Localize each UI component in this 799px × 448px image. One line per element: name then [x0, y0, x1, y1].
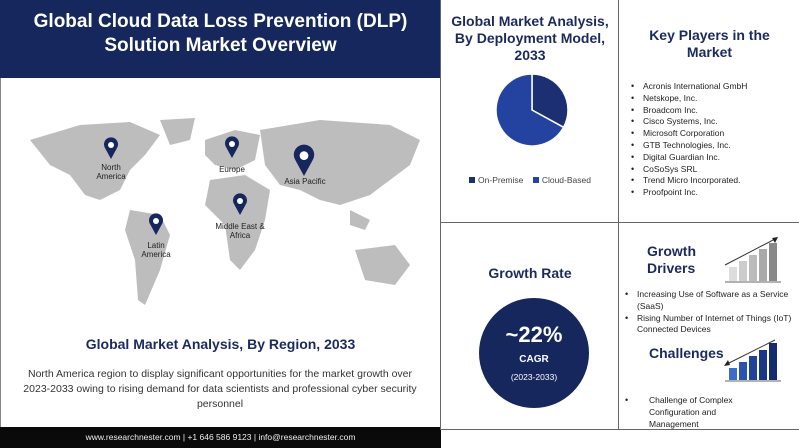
player-item: GTB Technologies, Inc. — [625, 140, 799, 152]
drivers-list: Increasing Use of Software as a Service … — [619, 289, 799, 336]
drivers-panel: Growth Drivers Increasing Use of Softwar… — [618, 222, 799, 430]
cagr-label: CAGR — [519, 354, 549, 365]
pin-label: Europe — [219, 165, 245, 174]
player-item: Proofpoint Inc. — [625, 187, 799, 199]
challenges-title: Challenges — [649, 345, 724, 361]
challenges-list: Challenge of Complex Configuration and M… — [619, 395, 759, 430]
player-item: Acronis International GmbH — [625, 81, 799, 93]
region-title: Global Market Analysis, By Region, 2033 — [85, 336, 356, 352]
location-pin-icon — [293, 144, 315, 176]
pie-slice-cloud-based — [495, 73, 565, 147]
deployment-title: Global Market Analysis, By Deployment Mo… — [451, 13, 609, 63]
chart-legend: On-Premise Cloud-Based — [441, 175, 619, 185]
legend-label: On-Premise — [478, 175, 524, 185]
location-pin-icon — [149, 213, 163, 235]
players-list: Acronis International GmbHNetskope, Inc.… — [625, 81, 799, 199]
key-players-panel: Key Players in the Market Acronis Intern… — [618, 0, 799, 224]
pin-label: North America — [96, 163, 126, 181]
region-text: North America region to display signific… — [23, 368, 417, 410]
driver-item: Rising Number of Internet of Things (IoT… — [619, 313, 799, 337]
growth-chart-icon — [724, 237, 781, 283]
cagr-period: (2023-2033) — [510, 372, 558, 382]
deployment-panel: Global Market Analysis, By Deployment Mo… — [440, 0, 620, 224]
challenge-item: Challenge of Complex Configuration and M… — [619, 395, 759, 430]
player-item: Digital Guardian Inc. — [625, 152, 799, 164]
pin-label: Middle East & Africa — [215, 222, 265, 240]
legend-label: Cloud-Based — [541, 175, 591, 185]
decline-chart-icon — [724, 339, 781, 382]
legend-swatch — [532, 177, 539, 183]
pie-slice-on-premise — [531, 73, 569, 129]
title-band — [0, 0, 441, 78]
players-title: Key Players in the Market — [649, 27, 770, 60]
player-item: CoSoSys SRL — [625, 164, 799, 176]
player-item: Microsoft Corporation — [625, 128, 799, 140]
growth-title: Growth Rate — [488, 265, 572, 281]
world-map — [30, 118, 420, 305]
region-panel — [0, 78, 441, 428]
page-title: Global Cloud Data Loss Prevention (DLP) … — [33, 11, 408, 56]
pie-chart — [495, 73, 569, 147]
drivers-title: Growth Drivers — [647, 243, 696, 276]
player-item: Cisco Systems, Inc. — [625, 116, 799, 128]
pin-label: Latin America — [141, 241, 171, 259]
player-item: Netskope, Inc. — [625, 93, 799, 105]
legend-swatch — [469, 177, 476, 183]
footer-contact: www.researchnester.com | +1 646 586 9123… — [0, 427, 441, 448]
pin-label: Asia Pacific — [284, 177, 326, 186]
driver-item: Increasing Use of Software as a Service … — [619, 289, 799, 313]
location-pin-icon — [104, 137, 118, 159]
location-pin-icon — [225, 136, 239, 158]
cagr-circle: ~22% CAGR (2023-2033) — [479, 298, 589, 408]
cagr-value: ~22% — [505, 322, 563, 347]
growth-rate-panel: Growth Rate ~22% CAGR (2023-2033) — [440, 222, 620, 430]
player-item: Trend Micro Incorporated. — [625, 175, 799, 187]
location-pin-icon — [233, 193, 247, 215]
player-item: Broadcom Inc. — [625, 105, 799, 117]
